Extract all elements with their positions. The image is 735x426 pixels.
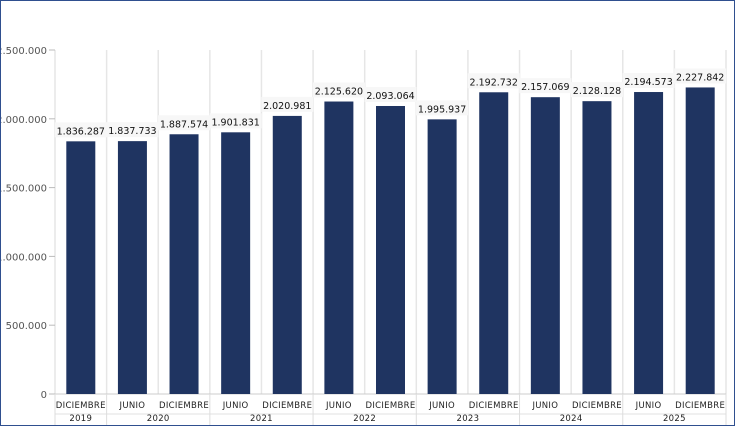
data-label-bg xyxy=(674,68,727,84)
data-label: 2.128.128 xyxy=(573,86,621,97)
data-label-bg xyxy=(519,78,572,94)
bar xyxy=(685,87,715,394)
data-label: 1.901.831 xyxy=(211,117,259,128)
data-label: 2.194.573 xyxy=(624,77,672,88)
bar xyxy=(324,101,354,395)
x-group-label: 2025 xyxy=(663,414,686,424)
y-tick-label: 500.000 xyxy=(6,321,47,332)
bar xyxy=(634,92,664,394)
x-group-label: 2021 xyxy=(250,414,273,424)
x-tick-label: DICIEMBRE xyxy=(572,401,622,411)
data-label: 1.837.733 xyxy=(108,126,156,137)
x-group-label: 2022 xyxy=(353,414,376,424)
data-label-bg xyxy=(209,113,262,129)
x-tick-label: DICIEMBRE xyxy=(56,401,106,411)
x-group-label: 2020 xyxy=(147,414,170,424)
x-tick-label: JUNIO xyxy=(222,401,249,411)
x-group-label: 2023 xyxy=(457,414,480,424)
data-label-bg xyxy=(312,82,365,98)
bar xyxy=(66,141,96,394)
data-label: 1.995.937 xyxy=(418,104,466,115)
x-tick-label: DICIEMBRE xyxy=(159,401,209,411)
data-label: 2.020.981 xyxy=(263,101,311,112)
data-label-bg xyxy=(261,96,314,112)
bar xyxy=(479,92,509,394)
y-tick-label: 2.000.000 xyxy=(1,115,47,126)
data-label-bg xyxy=(467,73,520,89)
x-tick-label: DICIEMBRE xyxy=(262,401,312,411)
data-label-bg xyxy=(158,115,211,131)
x-tick-label: JUNIO xyxy=(119,401,146,411)
x-group-label: 2019 xyxy=(69,414,92,424)
data-label: 2.125.620 xyxy=(315,87,363,98)
x-tick-label: DICIEMBRE xyxy=(469,401,519,411)
data-label-bg xyxy=(622,73,675,89)
x-tick-label: JUNIO xyxy=(635,401,662,411)
data-label-bg xyxy=(570,82,623,98)
data-label: 2.157.069 xyxy=(521,82,569,93)
data-label: 1.887.574 xyxy=(160,119,208,130)
data-label-bg xyxy=(54,122,107,138)
bar xyxy=(376,105,405,395)
data-label: 2.093.064 xyxy=(366,91,414,102)
y-tick-label: 0 xyxy=(41,390,47,401)
x-group-label: 2024 xyxy=(560,414,583,424)
y-tick-label: 1.000.000 xyxy=(1,252,47,263)
data-label-bg xyxy=(106,122,159,138)
y-tick-label: 2.500.000 xyxy=(1,46,47,57)
x-tick-label: JUNIO xyxy=(325,401,352,411)
data-label: 2.227.842 xyxy=(676,72,724,83)
data-label-bg xyxy=(364,86,417,102)
data-label: 2.192.732 xyxy=(470,77,518,88)
x-tick-label: JUNIO xyxy=(531,401,558,411)
bar xyxy=(272,115,302,394)
x-tick-label: JUNIO xyxy=(428,401,455,411)
y-tick-label: 1.500.000 xyxy=(1,184,47,195)
data-label: 1.836.287 xyxy=(57,126,105,137)
x-tick-label: DICIEMBRE xyxy=(365,401,415,411)
bar xyxy=(427,119,457,394)
bar xyxy=(117,141,147,394)
bar xyxy=(530,97,560,394)
bar xyxy=(582,101,612,394)
bar xyxy=(221,132,251,395)
x-tick-label: DICIEMBRE xyxy=(675,401,725,411)
bar xyxy=(169,134,199,394)
data-label-bg xyxy=(416,100,469,116)
